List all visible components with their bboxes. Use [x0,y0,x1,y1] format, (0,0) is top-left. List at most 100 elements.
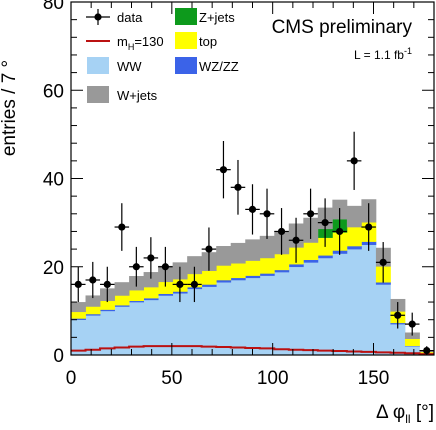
bar [346,246,362,250]
y-tick-label: 20 [43,258,64,279]
legend-item: mH=130 [86,34,164,52]
data-point [74,280,82,288]
data-point [89,276,97,284]
bar [71,311,86,319]
bar [274,253,290,271]
x-axis-title: Δ φll [°] [376,402,434,426]
bar [85,315,101,356]
bar [346,205,362,228]
legend-swatch [87,86,109,103]
bar [100,310,115,356]
bar [404,345,420,347]
data-point [263,210,271,218]
series-ww [71,244,435,356]
bar [245,260,261,276]
bar [404,338,420,347]
data-point [234,183,242,191]
bar [216,279,232,283]
bar [230,263,246,279]
bar [230,279,246,356]
legend-label: WW [117,59,142,74]
bar [274,269,290,273]
bar [143,287,159,299]
data-point [379,258,387,266]
legend-item: WZ/ZZ [175,57,239,74]
y-tick-label: 80 [43,0,64,14]
bar [346,249,362,356]
y-tick-label: 60 [43,81,64,102]
bar [303,262,319,356]
legend-swatch [87,57,109,74]
legend-label: WZ/ZZ [199,59,239,74]
bar [114,282,130,296]
y-tick-label: 0 [53,346,64,367]
bar [71,318,86,320]
bar [259,273,275,276]
data-points [71,131,434,355]
signal-line [71,345,434,356]
bar [100,309,115,312]
bar [100,300,115,310]
bar [129,300,144,303]
bar [158,295,174,356]
bar [71,302,86,313]
bar [187,288,203,356]
data-point [132,263,140,271]
bar [375,284,391,356]
bar [114,305,130,307]
x-tick-label: 150 [358,368,390,389]
bar [216,265,232,281]
bar [390,324,406,356]
data-point [161,263,169,271]
bar [129,290,144,302]
legend-label: Z+jets [199,10,235,25]
bar [404,346,420,356]
bar [332,253,348,356]
bar [346,227,362,247]
bar [216,282,232,356]
bar [404,332,420,339]
y-tick-label: 40 [43,170,64,191]
data-point [321,219,329,227]
bar [172,293,188,356]
data-point [394,311,402,319]
bar [85,295,101,307]
legend-swatch [175,57,197,74]
x-axis-title-part: Δ φ [376,402,405,423]
bar [216,246,232,266]
data-point [190,280,199,288]
legend-label: top [199,34,217,49]
bar [158,293,174,296]
bar [71,319,86,356]
legend-label: W+jets [117,88,158,103]
bar [288,264,304,268]
bar [245,275,261,279]
legend-label-part: H [128,42,135,52]
legend-item: WW [87,57,142,74]
legend-label: mH=130 [117,34,164,52]
x-axis-title-part: [°] [411,402,434,423]
legend-label-part: =130 [134,34,163,49]
bar [114,306,130,356]
data-point [408,320,416,328]
data-point [103,280,111,288]
bar [317,255,333,259]
x-tick-label: 100 [257,368,289,389]
bar [361,244,377,356]
x-tick-label: 0 [66,368,77,389]
bar [187,256,203,275]
bar [85,306,101,315]
legend-swatch [175,32,197,49]
legend-item: data [86,9,143,25]
bar [85,313,101,316]
y-axis-title: entries / 7 ° [0,60,20,156]
data-point [336,227,344,236]
bar [317,257,333,356]
bar [259,235,275,259]
data-point [118,223,126,231]
data-point [248,205,257,213]
data-point [306,210,315,218]
legend-item: top [175,32,217,49]
bar [143,272,159,288]
